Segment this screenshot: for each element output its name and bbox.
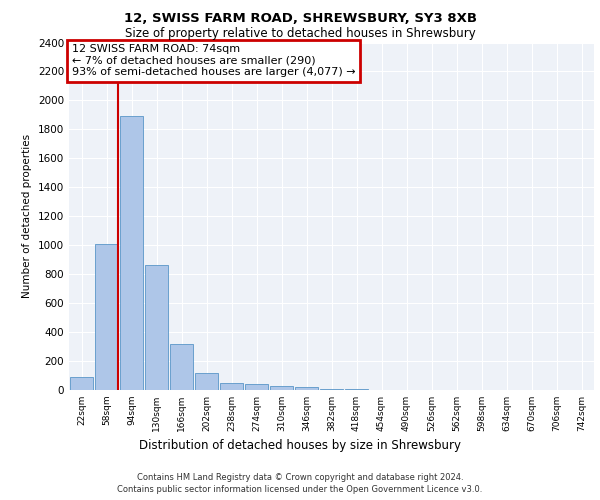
Bar [95,244,118,390]
Bar [194,374,218,390]
Bar [170,344,193,390]
Text: Contains HM Land Registry data © Crown copyright and database right 2024.
Contai: Contains HM Land Registry data © Crown c… [118,472,482,494]
Bar [70,377,94,390]
Bar [269,386,293,390]
Text: 12 SWISS FARM ROAD: 74sqm
← 7% of detached houses are smaller (290)
93% of semi-: 12 SWISS FARM ROAD: 74sqm ← 7% of detach… [71,44,355,78]
Bar [245,384,268,390]
Text: Size of property relative to detached houses in Shrewsbury: Size of property relative to detached ho… [125,28,475,40]
Bar [145,266,169,390]
Text: 12, SWISS FARM ROAD, SHREWSBURY, SY3 8XB: 12, SWISS FARM ROAD, SHREWSBURY, SY3 8XB [124,12,476,25]
Bar [220,383,244,390]
Text: Distribution of detached houses by size in Shrewsbury: Distribution of detached houses by size … [139,440,461,452]
Y-axis label: Number of detached properties: Number of detached properties [22,134,32,298]
Bar [295,387,319,390]
Bar [119,116,143,390]
